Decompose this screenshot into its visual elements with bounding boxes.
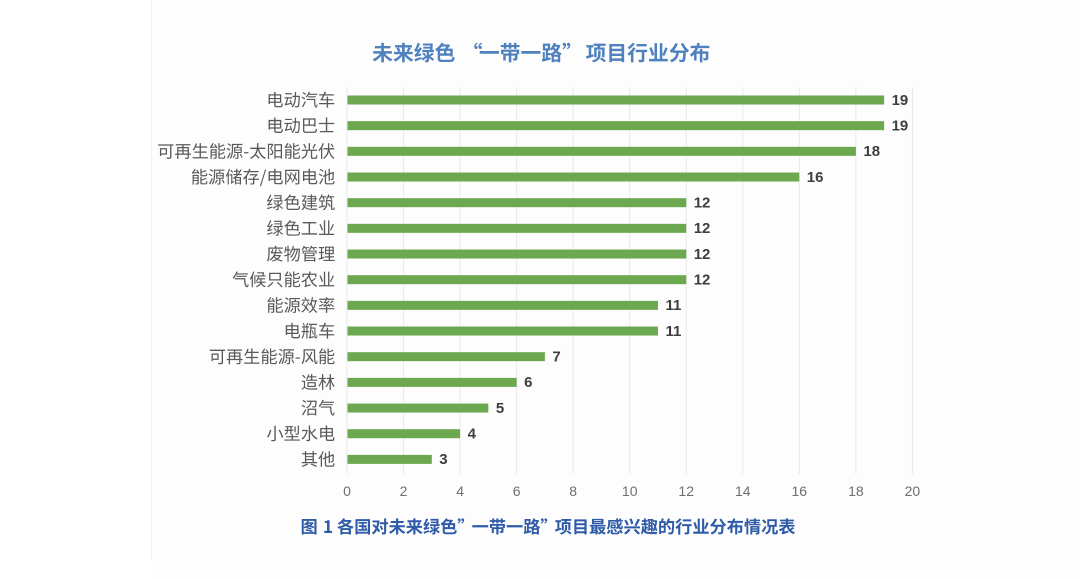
svg-text:6: 6 [524, 374, 532, 391]
svg-text:11: 11 [666, 297, 682, 314]
svg-text:11: 11 [666, 323, 682, 340]
svg-text:16: 16 [807, 169, 824, 186]
svg-text:2: 2 [400, 483, 408, 499]
svg-text:3: 3 [439, 451, 447, 468]
svg-text:12: 12 [694, 246, 711, 263]
svg-text:10: 10 [622, 483, 638, 499]
svg-text:20: 20 [905, 483, 921, 499]
svg-text:14: 14 [735, 483, 751, 499]
svg-text:12: 12 [694, 272, 711, 289]
svg-text:19: 19 [892, 118, 909, 135]
svg-text:18: 18 [848, 483, 864, 499]
svg-text:12: 12 [694, 220, 711, 237]
svg-text:12: 12 [694, 195, 711, 212]
svg-text:12: 12 [678, 483, 694, 499]
svg-text:18: 18 [863, 143, 880, 160]
svg-text:4: 4 [456, 483, 464, 499]
svg-text:5: 5 [496, 400, 504, 417]
svg-text:4: 4 [468, 426, 477, 443]
svg-text:6: 6 [513, 483, 521, 499]
svg-text:7: 7 [552, 349, 560, 366]
svg-text:19: 19 [892, 92, 909, 109]
svg-text:8: 8 [569, 483, 577, 499]
svg-text:16: 16 [792, 483, 808, 499]
svg-text:0: 0 [343, 483, 351, 499]
